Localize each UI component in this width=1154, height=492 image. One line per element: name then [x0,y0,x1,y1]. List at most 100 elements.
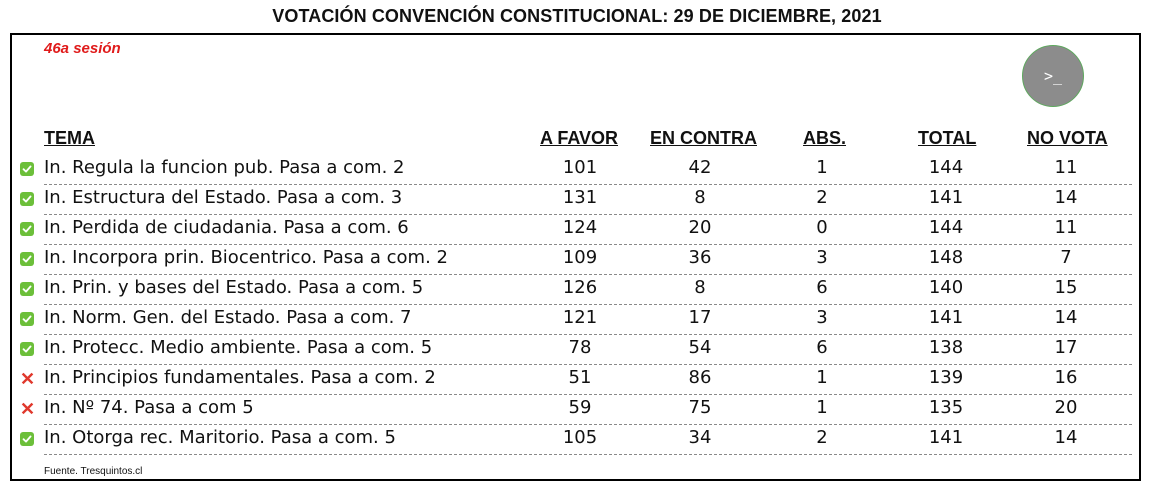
header-tema: TEMA [44,128,95,148]
row-en-contra: 20 [688,217,712,238]
row-abs: 3 [816,307,828,328]
row-tema: In. Principios fundamentales. Pasa a com… [44,367,436,388]
row-total: 138 [928,337,964,358]
row-a-favor: 105 [562,427,598,448]
row-total: 148 [928,247,964,268]
row-divider [44,334,1132,335]
row-no-vota: 15 [1054,277,1078,298]
row-tema: In. Protecc. Medio ambiente. Pasa a com.… [44,337,433,358]
row-en-contra: 42 [688,157,712,178]
row-abs: 2 [816,427,828,448]
row-a-favor: 131 [562,187,598,208]
header-a-favor: A FAVOR [540,128,619,148]
row-abs: 2 [816,187,828,208]
row-a-favor: 59 [568,397,592,418]
row-abs: 6 [816,337,828,358]
check-icon [20,282,34,296]
header-no-vota: NO VOTA [1027,128,1108,148]
table-row: In. Norm. Gen. del Estado. Pasa a com. 7… [14,305,1132,335]
table-row: In. Protecc. Medio ambiente. Pasa a com.… [14,335,1132,365]
table-frame [10,33,1141,481]
row-no-vota: 14 [1054,427,1078,448]
row-total: 140 [928,277,964,298]
row-abs: 0 [816,217,828,238]
row-a-favor: 101 [562,157,598,178]
row-tema: In. Perdida de ciudadania. Pasa a com. 6 [44,217,409,238]
row-en-contra: 86 [688,367,712,388]
terminal-icon: >_ [1043,67,1063,85]
check-icon [20,222,34,236]
row-a-favor: 109 [562,247,598,268]
header-abs: ABS. [803,128,847,148]
row-divider [44,304,1132,305]
header-total: TOTAL [918,128,977,148]
table-row: In. Perdida de ciudadania. Pasa a com. 6… [14,215,1132,245]
check-icon [20,162,34,176]
row-no-vota: 20 [1054,397,1078,418]
row-total: 141 [928,307,964,328]
row-a-favor: 78 [568,337,592,358]
row-a-favor: 126 [562,277,598,298]
row-tema: In. Otorga rec. Maritorio. Pasa a com. 5 [44,427,396,448]
row-divider [44,184,1132,185]
cross-icon: ✕ [20,369,36,389]
header-en-contra: EN CONTRA [650,128,757,148]
row-abs: 1 [816,397,828,418]
row-no-vota: 11 [1054,157,1078,178]
row-abs: 1 [816,367,828,388]
row-a-favor: 124 [562,217,598,238]
row-divider [44,454,1132,455]
check-icon [20,342,34,356]
row-divider [44,364,1132,365]
row-tema: In. Norm. Gen. del Estado. Pasa a com. 7 [44,307,412,328]
table-row: In. Estructura del Estado. Pasa a com. 3… [14,185,1132,215]
row-en-contra: 54 [688,337,712,358]
row-no-vota: 11 [1054,217,1078,238]
row-en-contra: 17 [688,307,712,328]
check-icon [20,312,34,326]
row-no-vota: 17 [1054,337,1078,358]
table-row: ✕ In. Principios fundamentales. Pasa a co… [14,365,1132,395]
row-no-vota: 14 [1054,307,1078,328]
row-a-favor: 121 [562,307,598,328]
row-no-vota: 7 [1060,247,1072,268]
row-no-vota: 14 [1054,187,1078,208]
row-tema: In. Prin. y bases del Estado. Pasa a com… [44,277,424,298]
table-row: ✕ In. Nº 74. Pasa a com 5 59 75 1 135 20 [14,395,1132,425]
row-abs: 1 [816,157,828,178]
row-en-contra: 34 [688,427,712,448]
row-divider [44,424,1132,425]
row-total: 144 [928,217,964,238]
terminal-badge[interactable]: >_ [1022,45,1084,107]
row-total: 139 [928,367,964,388]
table-row: In. Incorpora prin. Biocentrico. Pasa a … [14,245,1132,275]
row-abs: 3 [816,247,828,268]
row-a-favor: 51 [568,367,592,388]
row-en-contra: 8 [694,277,706,298]
row-en-contra: 75 [688,397,712,418]
table-row: In. Prin. y bases del Estado. Pasa a com… [14,275,1132,305]
source-footer: Fuente. Tresquintos.cl [44,466,143,477]
row-tema: In. Estructura del Estado. Pasa a com. 3 [44,187,403,208]
row-total: 135 [928,397,964,418]
row-divider [44,244,1132,245]
table-row: In. Regula la funcion pub. Pasa a com. 2… [14,155,1132,185]
row-divider [44,214,1132,215]
row-divider [44,394,1132,395]
row-divider [44,274,1132,275]
row-total: 144 [928,157,964,178]
check-icon [20,192,34,206]
row-tema: In. Incorpora prin. Biocentrico. Pasa a … [44,247,448,268]
row-no-vota: 16 [1054,367,1078,388]
check-icon [20,432,34,446]
session-label: 46a sesión [44,40,121,57]
row-total: 141 [928,427,964,448]
row-abs: 6 [816,277,828,298]
row-total: 141 [928,187,964,208]
row-en-contra: 36 [688,247,712,268]
page-title: VOTACIÓN CONVENCIÓN CONSTITUCIONAL: 29 D… [272,6,882,26]
row-en-contra: 8 [694,187,706,208]
row-tema: In. Nº 74. Pasa a com 5 [44,397,254,418]
check-icon [20,252,34,266]
row-tema: In. Regula la funcion pub. Pasa a com. 2 [44,157,405,178]
